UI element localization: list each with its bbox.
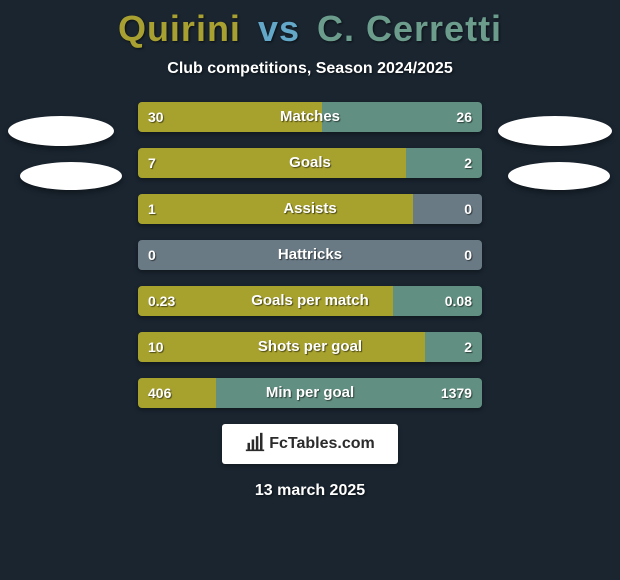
stat-bar-player2: 0: [413, 194, 482, 224]
decorative-ellipse: [8, 116, 114, 146]
stat-value-player1: 0: [148, 247, 156, 263]
decorative-ellipse: [508, 162, 610, 190]
stat-value-player1: 406: [148, 385, 171, 401]
stat-bar-player2: 2: [425, 332, 482, 362]
stat-bar-player1: 406: [138, 378, 216, 408]
stat-row: 00Hattricks: [138, 240, 482, 270]
stat-value-player2: 2: [464, 339, 472, 355]
stat-bar-player1: 0.23: [138, 286, 393, 316]
stat-bar-player2: 0.08: [393, 286, 482, 316]
stat-value-player2: 0: [464, 201, 472, 217]
stat-bar-player1: 7: [138, 148, 406, 178]
player1-name: Quirini: [118, 8, 241, 49]
stat-value-player1: 7: [148, 155, 156, 171]
stat-bar-player2: 0: [310, 240, 482, 270]
stat-value-player2: 0: [464, 247, 472, 263]
stat-bar-player1: 0: [138, 240, 310, 270]
comparison-title: Quirini vs C. Cerretti: [0, 0, 620, 50]
stat-bar-player2: 1379: [216, 378, 482, 408]
brand-text: FcTables.com: [269, 435, 375, 453]
stat-bar-player1: 1: [138, 194, 413, 224]
stat-value-player2: 0.08: [445, 293, 472, 309]
decorative-ellipse: [20, 162, 122, 190]
stat-row: 10Assists: [138, 194, 482, 224]
player2-name: C. Cerretti: [317, 8, 502, 49]
footer-date: 13 march 2025: [0, 482, 620, 500]
stat-value-player1: 10: [148, 339, 164, 355]
decorative-ellipse: [498, 116, 612, 146]
stat-value-player1: 0.23: [148, 293, 175, 309]
stat-bar-player2: 2: [406, 148, 482, 178]
stats-stage: 3026Matches72Goals10Assists00Hattricks0.…: [0, 102, 620, 408]
bar-chart-icon: [245, 432, 265, 457]
subtitle: Club competitions, Season 2024/2025: [0, 60, 620, 78]
stat-value-player2: 1379: [441, 385, 472, 401]
stat-value-player1: 1: [148, 201, 156, 217]
vs-label: vs: [258, 8, 300, 49]
stat-bars: 3026Matches72Goals10Assists00Hattricks0.…: [138, 102, 482, 408]
stat-value-player2: 2: [464, 155, 472, 171]
stat-bar-player2: 26: [322, 102, 482, 132]
stat-bar-player1: 30: [138, 102, 322, 132]
brand-badge: FcTables.com: [222, 424, 398, 464]
stat-row: 4061379Min per goal: [138, 378, 482, 408]
stat-row: 72Goals: [138, 148, 482, 178]
stat-row: 102Shots per goal: [138, 332, 482, 362]
stat-row: 3026Matches: [138, 102, 482, 132]
stat-value-player2: 26: [456, 109, 472, 125]
stat-row: 0.230.08Goals per match: [138, 286, 482, 316]
stat-bar-player1: 10: [138, 332, 425, 362]
stat-value-player1: 30: [148, 109, 164, 125]
